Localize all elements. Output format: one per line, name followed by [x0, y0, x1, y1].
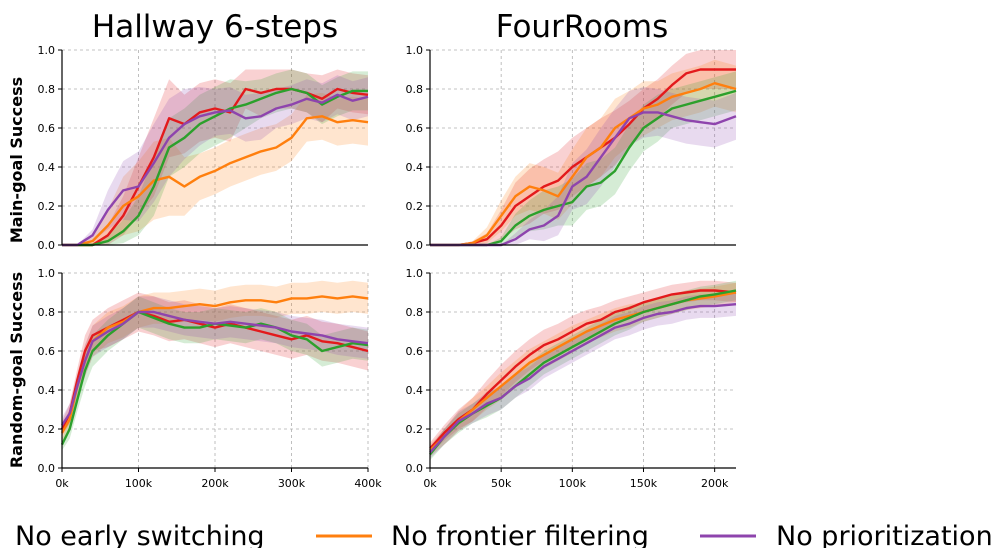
y-tick-label: 0.6 — [406, 122, 424, 135]
column-title-fourrooms: FourRooms — [496, 9, 669, 45]
series-line-purple — [60, 310, 369, 426]
x-tick-label: 50k — [491, 477, 512, 490]
y-tick-label: 0.8 — [38, 306, 56, 319]
series-line-purple — [62, 93, 369, 247]
panel-random-fourrooms: 0.0 0.2 0.4 0.6 0.8 1.0 0k 50k 100k 150k 200k — [406, 267, 737, 490]
y-tick-label: 0.8 — [38, 83, 56, 96]
y-tick-label: 1.0 — [406, 267, 424, 280]
x-tick-label: 150k — [630, 477, 658, 490]
y-tick-label: 0.2 — [406, 423, 424, 436]
panel-main-fourrooms: 0.0 0.2 0.4 0.6 0.8 1.0 — [406, 44, 737, 252]
y-tick-label: 0.2 — [38, 423, 56, 436]
y-tick-label: 0.2 — [38, 200, 56, 213]
legend-label-no-frontier-filtering: No frontier filtering — [391, 521, 649, 548]
std-band-orange — [430, 282, 736, 457]
y-tick-label: 0.4 — [406, 384, 424, 397]
y-tick-label: 0.2 — [406, 200, 424, 213]
column-title-hallway: Hallway 6-steps — [92, 9, 338, 45]
legend: No early switching No frontier filtering… — [15, 521, 993, 548]
panel-main-hallway: 0.0 0.2 0.4 0.6 0.8 1.0 — [38, 44, 369, 252]
legend-item-no-prioritization: No prioritization — [700, 521, 993, 548]
y-tick-label: 0.0 — [38, 239, 56, 252]
series-line-orange — [430, 81, 737, 247]
std-band-orange — [430, 59, 736, 245]
std-band-purple — [430, 292, 736, 459]
x-tick-label: 200k — [701, 477, 729, 490]
y-tick-label: 0.0 — [38, 462, 56, 475]
y-tick-label: 0.4 — [38, 384, 56, 397]
legend-label-no-prioritization: No prioritization — [776, 521, 993, 548]
y-tick-label: 1.0 — [406, 44, 424, 57]
x-tick-label: 100k — [125, 477, 153, 490]
std-band-orange — [62, 92, 368, 246]
std-band-orange — [62, 280, 368, 441]
std-band-red — [62, 69, 368, 245]
y-tick-label: 1.0 — [38, 267, 56, 280]
x-tick-label: 200k — [201, 477, 229, 490]
y-tick-label: 0.6 — [406, 345, 424, 358]
series-line-green — [60, 310, 369, 446]
y-tick-label: 0.6 — [38, 345, 56, 358]
std-band-green — [62, 69, 368, 245]
y-tick-label: 0.0 — [406, 239, 424, 252]
series-line-red — [429, 289, 737, 450]
std-band-purple — [62, 75, 368, 245]
panel-random-hallway: 0.0 0.2 0.4 0.6 0.8 1.0 0k 100k 200k 300k 400k — [38, 267, 383, 490]
y-tick-label: 0.4 — [406, 161, 424, 174]
legend-item-no-early-switching: No early switching — [15, 521, 265, 548]
series-line-orange — [62, 115, 369, 247]
std-band-green — [430, 71, 736, 246]
x-tick-label: 400k — [354, 477, 382, 490]
x-tick-label: 100k — [559, 477, 587, 490]
std-band-red — [62, 292, 368, 437]
row-label-random-goal: Random-goal Success — [7, 272, 26, 468]
row-label-main-goal: Main-goal Success — [7, 77, 26, 243]
x-tick-label: 0k — [423, 477, 437, 490]
legend-label-no-early-switching: No early switching — [15, 521, 265, 548]
y-tick-label: 0.6 — [38, 122, 56, 135]
y-tick-label: 0.8 — [406, 306, 424, 319]
series-line-red — [430, 68, 736, 247]
legend-item-no-frontier-filtering: No frontier filtering — [316, 521, 649, 548]
y-tick-label: 0.0 — [406, 462, 424, 475]
y-tick-label: 1.0 — [38, 44, 56, 57]
std-band-purple — [430, 87, 736, 245]
series-line-red — [62, 87, 369, 247]
x-tick-label: 300k — [278, 477, 306, 490]
std-band-red — [430, 50, 736, 245]
series-line-purple — [429, 303, 737, 454]
x-tick-label: 0k — [55, 477, 69, 490]
y-tick-label: 0.4 — [38, 161, 56, 174]
y-tick-label: 0.8 — [406, 83, 424, 96]
series-line-red — [60, 310, 369, 430]
